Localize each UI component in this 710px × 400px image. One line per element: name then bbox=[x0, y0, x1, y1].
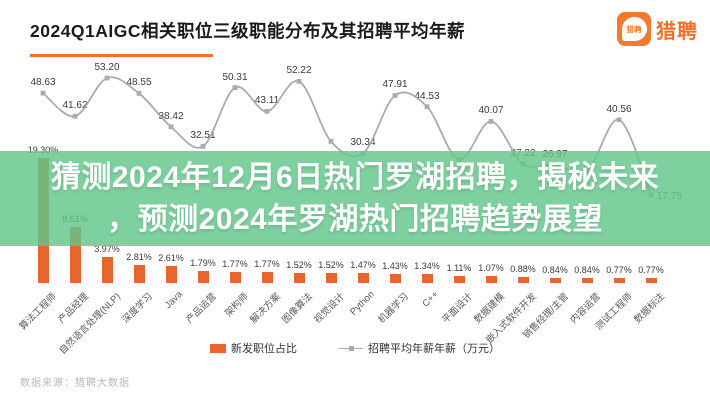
category-label: C++ bbox=[420, 289, 441, 310]
legend-item-bars: 新发职位占比 bbox=[210, 340, 297, 356]
legend-item-line: 招聘平均年薪年薪（万元） bbox=[339, 340, 500, 356]
category-label: 机器学习 bbox=[376, 291, 411, 326]
bar-value-label: 1.34% bbox=[414, 261, 440, 272]
bar-测试工程师 bbox=[613, 278, 625, 283]
bar-value-label: 2.61% bbox=[158, 253, 184, 264]
category-label: 解决方案 bbox=[248, 291, 283, 326]
bar-产品经理 bbox=[69, 227, 81, 283]
legend-line-label: 招聘平均年薪年薪（万元） bbox=[368, 343, 500, 355]
bar-图像算法 bbox=[293, 273, 305, 283]
bar-内容运营 bbox=[581, 277, 593, 283]
category-label: Python bbox=[348, 289, 377, 318]
line-value-label: 32.51 bbox=[190, 130, 216, 142]
line-value-label: 30.34 bbox=[350, 137, 376, 149]
category-label: 图像算法 bbox=[280, 291, 315, 326]
line-value-label: 38.42 bbox=[158, 110, 184, 122]
category-label: 产品运营 bbox=[184, 291, 219, 326]
bar-架构师 bbox=[229, 271, 241, 283]
bar-value-label: 0.77% bbox=[606, 265, 632, 275]
data-source-note: 数据来源：猎聘大数据 bbox=[20, 378, 130, 389]
bar-value-label: 2.81% bbox=[126, 251, 152, 262]
bar-value-label: 0.84% bbox=[542, 264, 568, 275]
bar-数据标注 bbox=[645, 278, 657, 283]
bar-value-label: 1.77% bbox=[254, 258, 280, 269]
bar-自然语言处理(NLP) bbox=[101, 257, 113, 283]
line-value-label: 53.20 bbox=[94, 62, 120, 74]
bar-机器学习 bbox=[389, 273, 401, 283]
bar-产品运营 bbox=[197, 271, 209, 283]
liepin-wordmark: 猎聘 bbox=[656, 20, 698, 43]
chart-legend: 新发职位占比 招聘平均年薪年薪（万元） bbox=[0, 340, 710, 356]
speech-bubble-icon: 猎聘 bbox=[621, 17, 647, 41]
bar-C++ bbox=[421, 274, 433, 283]
bar-Python bbox=[357, 273, 369, 283]
line-value-label: 47.91 bbox=[382, 79, 408, 91]
line-value-label: 44.53 bbox=[414, 90, 440, 102]
legend-bar-label: 新发职位占比 bbox=[231, 343, 297, 355]
bar-value-label: 1.79% bbox=[190, 258, 216, 269]
bar-value-label: 3.97% bbox=[94, 244, 120, 255]
line-value-label: 40.56 bbox=[606, 103, 632, 115]
bar-value-label: 0.77% bbox=[638, 265, 664, 275]
line-value-label: 50.31 bbox=[222, 71, 248, 83]
bar-数据建模 bbox=[485, 276, 497, 283]
chart-title: 2024Q1AIGC相关职位三级职能分布及其招聘平均年薪 bbox=[30, 21, 466, 41]
bar-视觉设计 bbox=[325, 273, 337, 283]
line-swatch-icon bbox=[339, 344, 363, 353]
line-value-label: 40.07 bbox=[478, 105, 504, 117]
bar-value-label: 1.77% bbox=[222, 258, 248, 269]
line-value-label: 48.55 bbox=[126, 77, 152, 89]
bar-value-label: 1.52% bbox=[318, 260, 344, 271]
category-label: 算法工程师 bbox=[17, 291, 59, 333]
bar-销售经理/主管 bbox=[549, 277, 561, 283]
caption-overlay: 猜测2024年12月6日热门罗湖招聘，揭秘未来 ，预测2024年罗湖热门招聘趋势… bbox=[0, 151, 710, 246]
bar-解决方案 bbox=[261, 271, 273, 283]
caption-line-2: ，预测2024年罗湖热门招聘趋势展望 bbox=[107, 202, 603, 236]
line-value-label: 43.11 bbox=[254, 95, 280, 107]
liepin-logo-icon: 猎聘 bbox=[617, 12, 651, 46]
category-label: 视觉设计 bbox=[312, 291, 347, 326]
bar-value-label: 1.47% bbox=[350, 260, 376, 271]
bar-value-label: 0.84% bbox=[574, 264, 600, 275]
line-value-label: 52.22 bbox=[286, 65, 312, 77]
bar-value-label: 1.43% bbox=[382, 260, 408, 271]
bar-value-label: 1.52% bbox=[286, 260, 312, 271]
category-label: Java bbox=[162, 289, 185, 311]
bar-value-label: 0.88% bbox=[510, 264, 536, 275]
line-value-label: 41.62 bbox=[62, 100, 88, 112]
title-underline bbox=[30, 54, 213, 57]
bar-Java bbox=[165, 266, 177, 283]
liepin-logo: 猎聘 猎聘 bbox=[617, 12, 698, 46]
bar-嵌入式软件开发 bbox=[517, 277, 529, 283]
line-value-label: 48.63 bbox=[30, 77, 56, 89]
category-label: 深度学习 bbox=[120, 291, 155, 326]
caption-line-1: 猜测2024年12月6日热门罗湖招聘，揭秘未来 bbox=[50, 160, 660, 194]
bar-value-label: 1.11% bbox=[446, 262, 472, 273]
bar-value-label: 1.07% bbox=[478, 263, 504, 274]
category-label: 平面设计 bbox=[440, 291, 475, 326]
bar-深度学习 bbox=[133, 264, 145, 283]
category-label: 数据标注 bbox=[632, 291, 667, 326]
bar-swatch-icon bbox=[210, 343, 226, 353]
bar-平面设计 bbox=[453, 275, 465, 283]
